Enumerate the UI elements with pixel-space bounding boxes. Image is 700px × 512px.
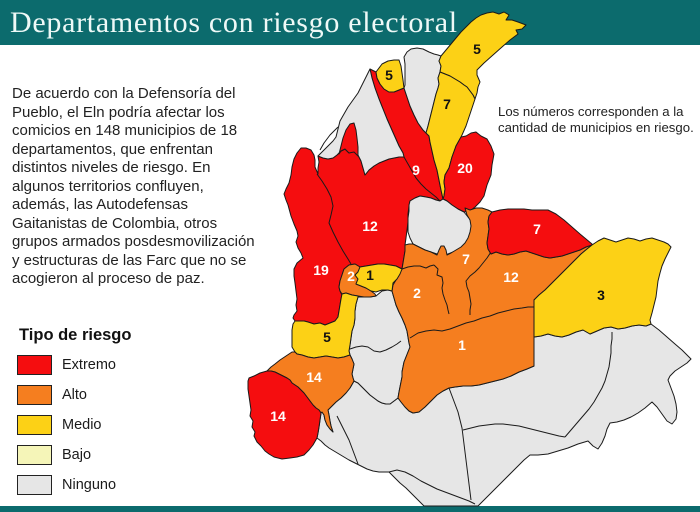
svg-text:12: 12 xyxy=(362,218,378,234)
svg-text:2: 2 xyxy=(413,285,421,301)
svg-text:5: 5 xyxy=(473,41,481,57)
svg-text:12: 12 xyxy=(503,269,519,285)
svg-text:7: 7 xyxy=(462,251,470,267)
svg-text:9: 9 xyxy=(412,162,420,178)
svg-text:14: 14 xyxy=(270,408,286,424)
svg-text:3: 3 xyxy=(597,287,605,303)
svg-text:2: 2 xyxy=(347,268,355,284)
svg-text:7: 7 xyxy=(443,96,451,112)
svg-text:1: 1 xyxy=(366,267,374,283)
svg-text:5: 5 xyxy=(323,329,331,345)
svg-text:7: 7 xyxy=(533,221,541,237)
svg-text:19: 19 xyxy=(313,262,329,278)
svg-text:1: 1 xyxy=(458,337,466,353)
svg-text:20: 20 xyxy=(457,160,473,176)
svg-text:14: 14 xyxy=(306,369,322,385)
svg-text:5: 5 xyxy=(385,67,393,83)
